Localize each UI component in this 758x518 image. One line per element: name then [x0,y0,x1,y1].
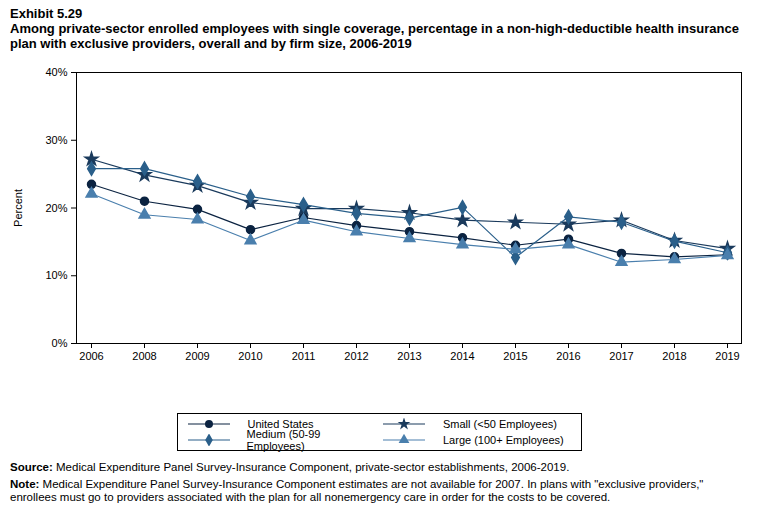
svg-text:2013: 2013 [397,350,421,362]
svg-text:30%: 30% [45,134,67,146]
svg-text:2015: 2015 [503,350,527,362]
svg-text:2006: 2006 [79,350,103,362]
svg-text:2008: 2008 [132,350,156,362]
html-text:Small (<50 Employees): Small (<50 Employees) [443,418,557,430]
html-text:Exhibit 5.29: Exhibit 5.29 [10,6,83,21]
svg-text:Percent: Percent [12,189,24,227]
svg-text:2019: 2019 [715,350,739,362]
svg-text:2012: 2012 [344,350,368,362]
svg-text:20%: 20% [45,202,67,214]
svg-text:2009: 2009 [185,350,209,362]
svg-text:40%: 40% [45,66,67,78]
svg-text:2010: 2010 [238,350,262,362]
svg-text:2014: 2014 [450,350,474,362]
html-text:United States: United States [247,418,314,430]
svg-text:2017: 2017 [609,350,633,362]
svg-text:10%: 10% [45,269,67,281]
html-text:Source: Medical Expenditure Pa: Source: Medical Expenditure Panel Survey… [10,461,570,473]
html-text:Large (100+ Employees): Large (100+ Employees) [443,434,564,446]
html-text:Among private-sector enrolled: Among private-sector enrolled employees … [10,21,739,51]
svg-text:2016: 2016 [556,350,580,362]
svg-text:0%: 0% [52,337,68,349]
html-text:Medium (50-99 Employees): Medium (50-99 Employees) [246,428,321,452]
svg-text:2018: 2018 [662,350,686,362]
svg-text:2011: 2011 [292,350,316,362]
html-text:Note: Medical Expenditure Pane: Note: Medical Expenditure Panel Survey-I… [10,478,704,503]
